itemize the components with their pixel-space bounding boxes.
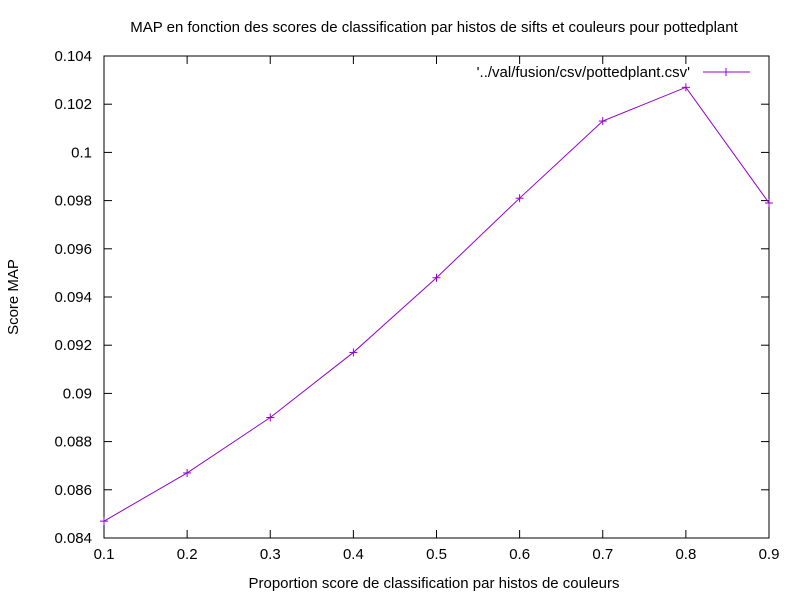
legend: '../val/fusion/csv/pottedplant.csv' xyxy=(477,64,750,81)
y-tick-label: 0.092 xyxy=(54,337,92,354)
y-tick-label: 0.086 xyxy=(54,482,92,499)
x-axis-label: Proportion score de classification par h… xyxy=(248,575,619,592)
y-tick-label: 0.094 xyxy=(54,289,92,306)
x-tick-label: 0.9 xyxy=(759,546,780,563)
x-tick-label: 0.6 xyxy=(509,546,530,563)
y-tick-label: 0.102 xyxy=(54,96,92,113)
x-tick-label: 0.7 xyxy=(592,546,613,563)
legend-label: '../val/fusion/csv/pottedplant.csv' xyxy=(477,64,690,81)
data-point-marker xyxy=(266,413,275,422)
y-tick-label: 0.098 xyxy=(54,193,92,210)
chart-title: MAP en fonction des scores de classifica… xyxy=(130,19,738,36)
y-axis-ticks: 0.084 0.086 0.088 0.09 0.092 0.094 0.096 0.098 0… xyxy=(54,48,769,547)
y-tick-label: 0.096 xyxy=(54,241,92,258)
data-point-marker xyxy=(100,517,108,526)
x-tick-label: 0.4 xyxy=(343,546,364,563)
data-point-marker xyxy=(681,83,690,92)
series-layer xyxy=(100,83,773,526)
data-point-marker xyxy=(515,194,524,203)
x-tick-label: 0.3 xyxy=(260,546,281,563)
x-tick-label: 0.2 xyxy=(177,546,198,563)
data-point-marker xyxy=(183,468,192,477)
y-tick-label: 0.09 xyxy=(63,385,92,402)
data-point-marker xyxy=(598,117,607,126)
y-tick-label: 0.088 xyxy=(54,434,92,451)
legend-marker xyxy=(722,68,730,76)
y-tick-label: 0.1 xyxy=(71,144,92,161)
y-tick-label: 0.084 xyxy=(54,530,92,547)
x-axis-ticks: 0.1 0.2 0.3 0.4 0.5 0.6 0.7 0.8 0.9 xyxy=(94,56,780,563)
y-axis-label: Score MAP xyxy=(5,259,22,335)
x-tick-label: 0.8 xyxy=(675,546,696,563)
data-point-marker xyxy=(349,348,358,357)
x-tick-label: 0.1 xyxy=(94,546,115,563)
series-line xyxy=(103,86,770,522)
data-point-marker xyxy=(765,199,773,208)
x-tick-label: 0.5 xyxy=(426,546,447,563)
y-tick-label: 0.104 xyxy=(54,48,92,65)
data-point-marker xyxy=(432,273,441,282)
plot-frame xyxy=(103,55,770,539)
